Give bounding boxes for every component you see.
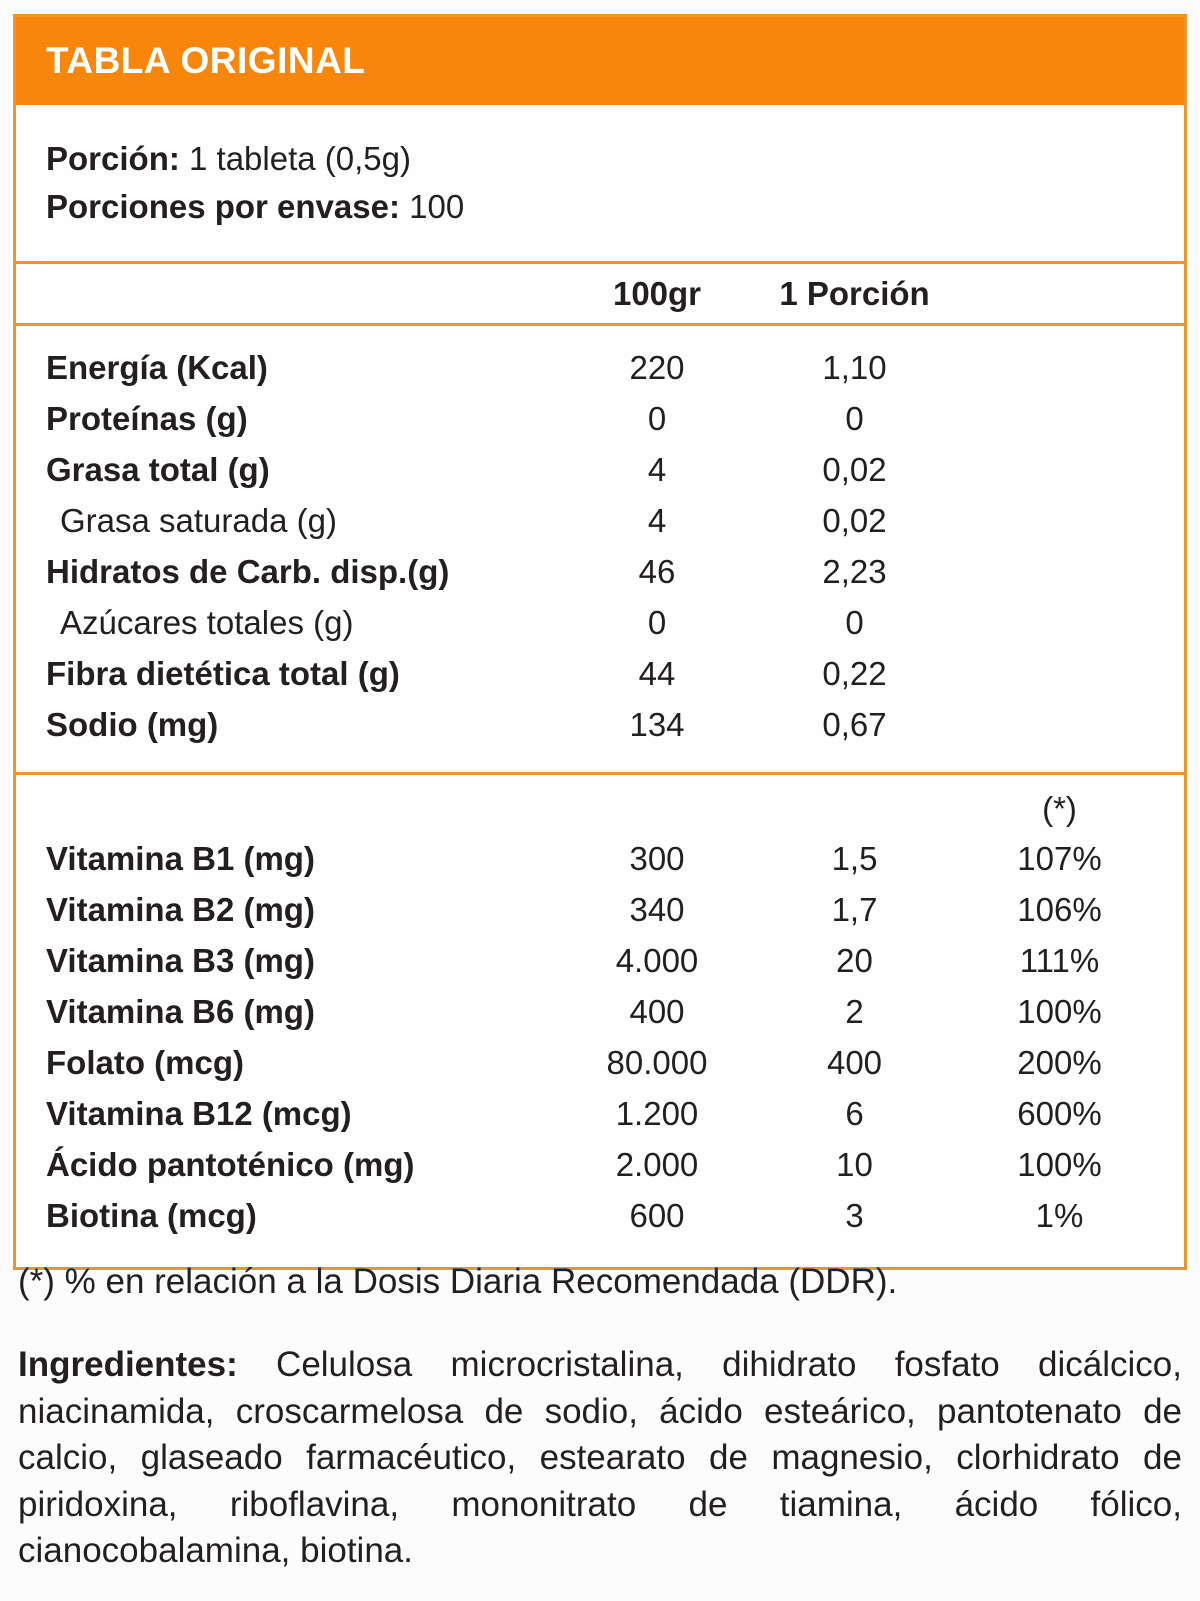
vitamin-value-100g: 340: [629, 891, 685, 928]
table-row-grasa-saturada: Grasa saturada (g) 4 0,02: [16, 495, 1184, 546]
nutrient-value-100g: 220: [629, 349, 685, 386]
nutrient-value-portion: 0: [845, 400, 864, 437]
vitamin-value-portion: 400: [826, 1044, 883, 1081]
servings-per-container-line: Porciones por envase: 100: [46, 183, 1184, 231]
table-row-fibra: Fibra dietética total (g) 44 0,22: [16, 648, 1184, 699]
nutrient-label: Grasa total (g): [46, 451, 270, 488]
nutrient-label: Proteínas (g): [46, 400, 248, 437]
table-row-proteinas: Proteínas (g) 0 0: [16, 393, 1184, 444]
vitamin-value-ddr: 600%: [1017, 1095, 1102, 1132]
ddr-header-row: (*): [16, 785, 1184, 833]
table-row-grasa-total: Grasa total (g) 4 0,02: [16, 444, 1184, 495]
vitamin-value-ddr: 111%: [1019, 942, 1100, 979]
nutrient-label: Grasa saturada (g): [60, 502, 337, 539]
table-row-vitamina-b6: Vitamina B6 (mg) 400 2 100%: [16, 986, 1184, 1037]
vitamin-label: Vitamina B1 (mg): [46, 840, 315, 877]
table-row-hidratos: Hidratos de Carb. disp.(g) 46 2,23: [16, 546, 1184, 597]
nutrient-label: Azúcares totales (g): [60, 604, 354, 641]
nutrient-value-portion: 2,23: [822, 553, 887, 590]
table-row-energia: Energía (Kcal) 220 1,10: [16, 342, 1184, 393]
vitamin-value-portion: 1,5: [831, 840, 878, 877]
vitamin-value-ddr: 1%: [1035, 1197, 1084, 1234]
vitamin-value-100g: 80.000: [606, 1044, 708, 1081]
vitamin-value-portion: 2: [845, 993, 864, 1030]
nutrient-label: Fibra dietética total (g): [46, 655, 400, 692]
vitamin-value-ddr: 106%: [1017, 891, 1102, 928]
vitamin-value-100g: 300: [629, 840, 685, 877]
vitamin-value-portion: 20: [836, 942, 873, 979]
portion-label: Porción:: [46, 140, 180, 177]
table-title: TABLA ORIGINAL: [46, 40, 366, 81]
vitamin-value-100g: 1.200: [615, 1095, 699, 1132]
table-row-vitamina-b12: Vitamina B12 (mcg) 1.200 6 600%: [16, 1088, 1184, 1139]
nutrient-value-100g: 134: [629, 706, 685, 743]
vitamin-value-portion: 10: [836, 1146, 873, 1183]
column-header-portion: 1 Porción: [779, 275, 930, 312]
table-header-bar: TABLA ORIGINAL: [16, 17, 1184, 105]
vitamin-label: Biotina (mcg): [46, 1197, 257, 1234]
vitamin-value-portion: 6: [845, 1095, 864, 1132]
nutrient-value-portion: 0,67: [822, 706, 887, 743]
table-row-vitamina-b1: Vitamina B1 (mg) 300 1,5 107%: [16, 833, 1184, 884]
vitamin-label: Vitamina B2 (mg): [46, 891, 315, 928]
nutrient-value-portion: 0,02: [822, 502, 887, 539]
ddr-asterisk-header: (*): [1042, 790, 1077, 827]
servings-per-container-label: Porciones por envase:: [46, 188, 400, 225]
nutrient-value-portion: 0: [845, 604, 864, 641]
nutrient-value-100g: 46: [638, 553, 676, 590]
vitamin-label: Ácido pantoténico (mg): [46, 1146, 415, 1183]
serving-info-section: Porción: 1 tableta (0,5g) Porciones por …: [16, 105, 1184, 264]
ddr-footnote: (*) % en relación a la Dosis Diaria Reco…: [18, 1262, 898, 1301]
vitamin-value-100g: 400: [629, 993, 685, 1030]
nutrient-label: Energía (Kcal): [46, 349, 268, 386]
table-row-acido-pantotenico: Ácido pantoténico (mg) 2.000 10 100%: [16, 1139, 1184, 1190]
nutrient-value-portion: 1,10: [822, 349, 887, 386]
vitamin-value-ddr: 100%: [1017, 993, 1102, 1030]
nutrient-value-100g: 4: [647, 502, 667, 539]
vitamin-label: Vitamina B3 (mg): [46, 942, 315, 979]
nutrient-value-portion: 0,22: [822, 655, 887, 692]
vitamin-label: Vitamina B12 (mcg): [46, 1095, 352, 1132]
nutrient-label: Sodio (mg): [46, 706, 219, 743]
nutrient-value-portion: 0,02: [822, 451, 887, 488]
table-row-biotina: Biotina (mcg) 600 3 1%: [16, 1190, 1184, 1241]
vitamin-value-100g: 2.000: [615, 1146, 699, 1183]
table-row-folato: Folato (mcg) 80.000 400 200%: [16, 1037, 1184, 1088]
vitamin-value-ddr: 100%: [1017, 1146, 1102, 1183]
vitamin-value-portion: 1,7: [831, 891, 878, 928]
nutrition-facts-table: TABLA ORIGINAL Porción: 1 tableta (0,5g)…: [13, 14, 1187, 1270]
vitamin-label: Vitamina B6 (mg): [46, 993, 315, 1030]
table-row-azucares: Azúcares totales (g) 0 0: [16, 597, 1184, 648]
servings-per-container-value: 100: [409, 188, 465, 225]
vitamin-label: Folato (mcg): [46, 1044, 244, 1081]
nutrients-section: Energía (Kcal) 220 1,10 Proteínas (g) 0 …: [16, 326, 1184, 772]
column-header-row: 100gr 1 Porción: [16, 264, 1184, 326]
column-header-100g: 100gr: [612, 275, 702, 312]
table-row-vitamina-b3: Vitamina B3 (mg) 4.000 20 111%: [16, 935, 1184, 986]
portion-value: 1 tableta (0,5g): [189, 140, 411, 177]
table-row-sodio: Sodio (mg) 134 0,67: [16, 699, 1184, 750]
portion-line: Porción: 1 tableta (0,5g): [46, 135, 1184, 183]
vitamin-value-100g: 600: [629, 1197, 685, 1234]
ingredients-text: Celulosa microcristalina, dihidrato fosf…: [18, 1345, 1182, 1570]
vitamin-value-ddr: 107%: [1017, 840, 1102, 877]
vitamins-section: (*) Vitamina B1 (mg) 300 1,5 107% Vitami…: [16, 772, 1184, 1267]
nutrient-value-100g: 0: [647, 604, 667, 641]
ingredients-label: Ingredientes:: [18, 1345, 238, 1384]
nutrient-value-100g: 4: [647, 451, 667, 488]
nutrient-label: Hidratos de Carb. disp.(g): [46, 553, 450, 590]
vitamin-value-portion: 3: [845, 1197, 864, 1234]
nutrient-value-100g: 44: [638, 655, 676, 692]
vitamin-value-ddr: 200%: [1017, 1044, 1102, 1081]
vitamin-value-100g: 4.000: [615, 942, 699, 979]
ingredients-paragraph: Ingredientes: Celulosa microcristalina, …: [18, 1342, 1182, 1575]
table-row-vitamina-b2: Vitamina B2 (mg) 340 1,7 106%: [16, 884, 1184, 935]
nutrient-value-100g: 0: [647, 400, 667, 437]
